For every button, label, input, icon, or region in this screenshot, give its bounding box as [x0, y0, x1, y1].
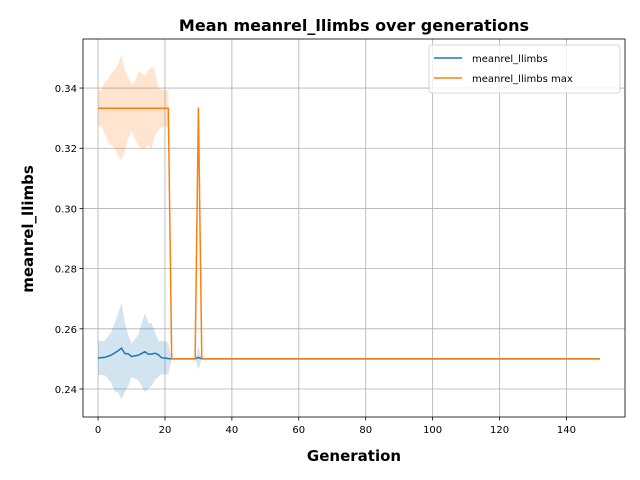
x-tick-label: 60 [292, 425, 305, 436]
y-tick-label: 0.24 [55, 385, 77, 396]
x-tick-label: 100 [423, 425, 442, 436]
axes-frame [82, 38, 626, 418]
plot-area: 0 20 40 60 80 100 120 140 0.24 0.26 0.28 0.30 0.32 0.… [55, 38, 626, 436]
x-tick-label: 120 [490, 425, 509, 436]
legend-box [428, 44, 621, 94]
series-band [98, 302, 600, 400]
y-tick-label: 0.34 [55, 84, 77, 95]
x-tick-label: 40 [226, 425, 239, 436]
series-line [98, 107, 600, 360]
y-tick-label: 0.32 [55, 144, 77, 155]
x-tick-label: 20 [159, 425, 172, 436]
legend-label: meanrel_llimbs [472, 54, 548, 65]
y-tick-label: 0.26 [55, 325, 77, 336]
series-band [98, 55, 600, 359]
y-tick-label: 0.30 [55, 204, 77, 215]
x-tick-label: 80 [359, 425, 372, 436]
x-axis-label: Generation [307, 447, 401, 465]
y-tick-label: 0.28 [55, 265, 77, 276]
legend-label: meanrel_llimbs max [472, 74, 573, 85]
x-tick-label: 0 [95, 425, 101, 436]
y-axis-label: meanrel_llimbs [19, 165, 37, 293]
chart-title: Mean meanrel_llimbs over generations [179, 16, 529, 35]
x-tick-label: 140 [557, 425, 576, 436]
